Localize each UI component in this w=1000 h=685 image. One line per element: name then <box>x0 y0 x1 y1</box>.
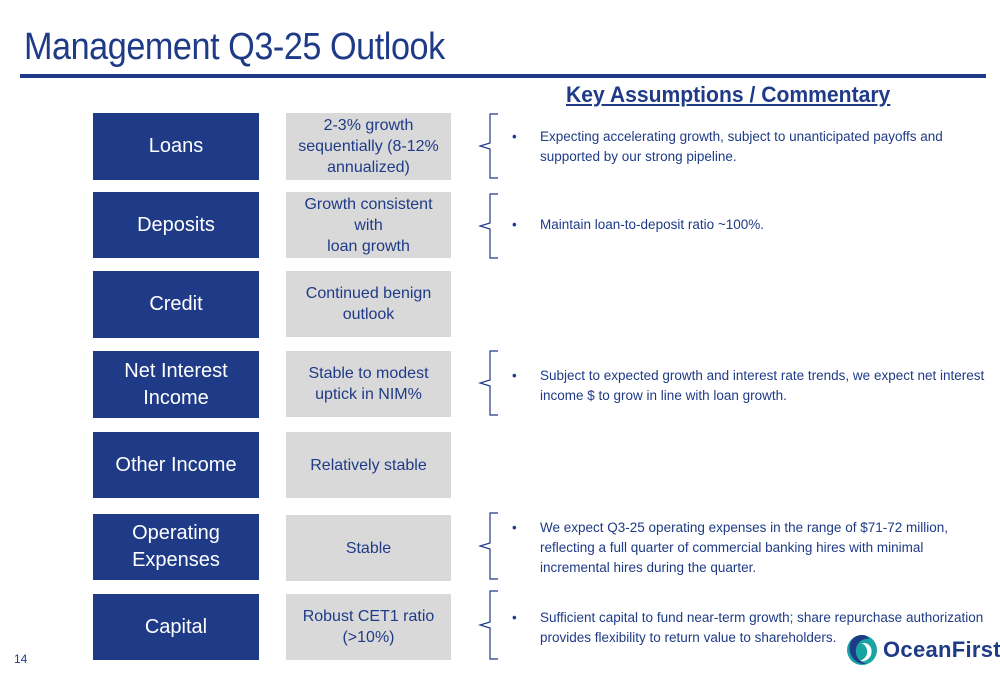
outlook-credit: Continued benign outlook <box>286 271 451 337</box>
brace-deposits <box>478 193 500 259</box>
outlook-net-interest-income: Stable to modest uptick in NIM% <box>286 351 451 417</box>
category-loans: Loans <box>93 113 259 180</box>
commentary-text: Maintain loan-to-deposit ratio ~100%. <box>540 217 765 232</box>
logo-wordmark: OceanFirst <box>883 637 1000 662</box>
commentary-deposits: • Maintain loan-to-deposit ratio ~100%. <box>512 215 990 235</box>
brace-loans <box>478 113 500 179</box>
commentary-loans: • Expecting accelerating growth, subject… <box>512 127 990 167</box>
commentary-capital: • Sufficient capital to fund near-term g… <box>512 608 990 648</box>
bullet: • <box>512 217 517 232</box>
commentary-text: We expect Q3-25 operating expenses in th… <box>540 520 948 575</box>
category-deposits: Deposits <box>93 192 259 258</box>
oceanfirst-logo: OceanFirst <box>845 632 1000 668</box>
outlook-operating-expenses: Stable <box>286 515 451 581</box>
outlook-other-income: Relatively stable <box>286 432 451 498</box>
outlook-capital: Robust CET1 ratio (>10%) <box>286 594 451 660</box>
brace-capital <box>478 590 500 660</box>
commentary-text: Subject to expected growth and interest … <box>540 368 985 403</box>
category-other-income: Other Income <box>93 432 259 498</box>
bullet: • <box>512 520 517 535</box>
page-number: 14 <box>14 652 28 666</box>
brace-operating-expenses <box>478 512 500 580</box>
commentary-net-interest-income: • Subject to expected growth and interes… <box>512 366 990 406</box>
title-underline <box>20 74 986 78</box>
category-credit: Credit <box>93 271 259 338</box>
outlook-loans: 2-3% growth sequentially (8-12% annualiz… <box>286 113 451 180</box>
page-title: Management Q3-25 Outlook <box>24 26 445 68</box>
commentary-heading: Key Assumptions / Commentary <box>566 82 891 107</box>
commentary-text: Sufficient capital to fund near-term gro… <box>540 610 984 645</box>
category-operating-expenses: Operating Expenses <box>93 514 259 580</box>
commentary-text: Expecting accelerating growth, subject t… <box>540 129 943 164</box>
brace-net-interest-income <box>478 350 500 416</box>
category-net-interest-income: Net Interest Income <box>93 351 259 418</box>
bullet: • <box>512 368 517 383</box>
bullet: • <box>512 129 517 144</box>
oceanfirst-logo-icon <box>847 635 877 665</box>
commentary-operating-expenses: • We expect Q3-25 operating expenses in … <box>512 518 990 578</box>
outlook-deposits: Growth consistent with loan growth <box>286 192 451 258</box>
category-capital: Capital <box>93 594 259 660</box>
bullet: • <box>512 610 517 625</box>
